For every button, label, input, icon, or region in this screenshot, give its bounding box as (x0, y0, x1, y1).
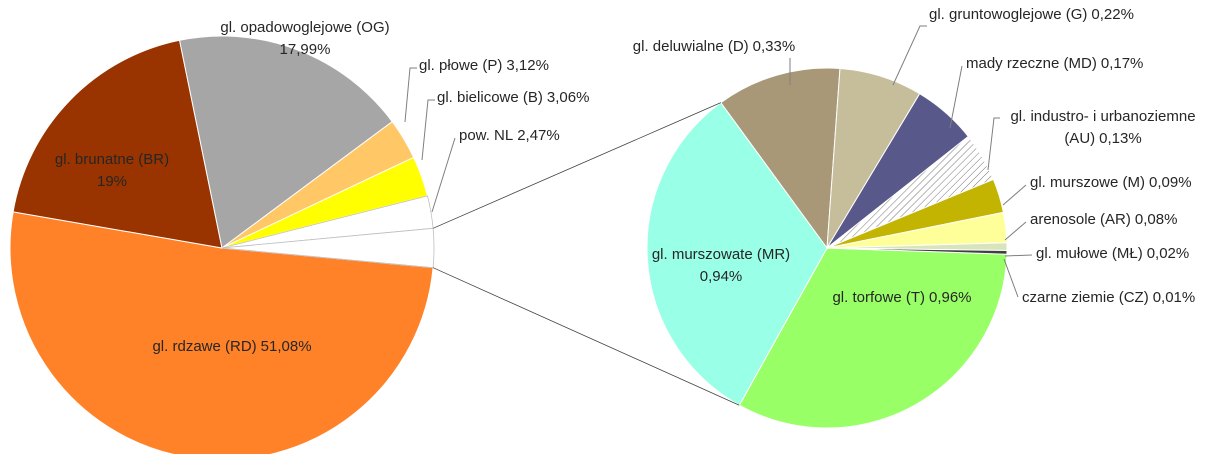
data-label: gl. murszowate (MR) 0,94% (652, 244, 790, 288)
value-label: 0,22% (1091, 6, 1134, 23)
pie-slice (646, 101, 828, 406)
leader-line (421, 99, 435, 161)
category-label: gl. murszowate (MR) (651, 246, 791, 263)
value-label: 2,47% (517, 127, 560, 144)
category-label: gl. opadowoglejowe (OG) (220, 19, 390, 36)
pie-slice (720, 67, 841, 250)
pie-slice (221, 227, 435, 269)
category-label: gl. bielicowe (B) (437, 89, 543, 106)
value-label: 0,33% (752, 38, 796, 55)
value-label: 17,99% (279, 41, 331, 58)
data-label: gl. mułowe (MŁ) 0,02% (1036, 243, 1189, 265)
category-label: gl. industro- i urbanoziemne (AU) (1010, 108, 1196, 147)
data-label: czarne ziemie (CZ) 0,01% (1022, 287, 1195, 309)
data-label: gl. rdzawe (RD) 51,08% (152, 336, 311, 358)
value-label: 0,09% (1149, 174, 1192, 191)
data-label: gl. deluwialne (D) 0,33% (633, 36, 795, 58)
data-label: gl. murszowe (M) 0,09% (1030, 172, 1192, 194)
category-label: gl. torfowe (T) (832, 289, 925, 306)
data-label: gl. brunatne (BR) 19% (55, 149, 169, 193)
connector-line (432, 267, 740, 406)
category-label: gl. murszowe (M) (1030, 174, 1146, 191)
pie-slice (9, 211, 434, 454)
category-label: gl. brunatne (BR) (54, 151, 170, 168)
category-label: pow. NL (459, 127, 514, 144)
data-label: gl. płowe (P) 3,12% (419, 55, 549, 77)
data-label: gl. opadowoglejowe (OG) 17,99% (220, 17, 389, 61)
category-label: gl. mułowe (MŁ) (1036, 245, 1143, 262)
category-label: gl. płowe (P) (419, 57, 503, 74)
leader-line (1002, 184, 1027, 206)
value-label: 19% (96, 173, 128, 190)
data-label: gl. gruntowoglejowe (G) 0,22% (929, 4, 1134, 26)
data-label: pow. NL 2,47% (459, 125, 560, 147)
value-label: 0,17% (1100, 55, 1144, 72)
category-label: czarne ziemie (CZ) (1022, 289, 1149, 306)
value-label: 3,06% (546, 89, 590, 106)
category-label: gl. deluwialne (D) (632, 38, 749, 55)
value-label: 51,08% (260, 338, 312, 355)
pie-slice (738, 247, 1008, 429)
category-label: gl. gruntowoglejowe (G) (929, 6, 1088, 23)
data-label: arenosole (AR) 0,08% (1030, 209, 1177, 231)
value-label: 0,13% (1099, 130, 1142, 147)
pie-slice (826, 247, 1008, 255)
connector-line (432, 102, 722, 229)
category-label: gl. rdzawe (RD) (152, 338, 257, 355)
leader-line (987, 117, 1000, 171)
category-label: mady rzeczne (MD) (966, 55, 1097, 72)
pie-slice (178, 35, 393, 249)
data-label: gl. torfowe (T) 0,96% (832, 287, 971, 309)
leader-line (404, 67, 417, 123)
data-label: gl. industro- i urbanoziemne (AU) 0,13% (996, 106, 1211, 150)
leader-line (1004, 254, 1033, 257)
data-label: gl. bielicowe (B) 3,06% (437, 87, 589, 109)
leader-line (949, 65, 963, 129)
leader-line (1004, 221, 1027, 241)
value-label: 0,08% (1134, 211, 1178, 228)
data-label: mady rzeczne (MD) 0,17% (966, 53, 1143, 75)
value-label: 0,01% (1152, 289, 1196, 306)
value-label: 3,12% (506, 57, 549, 74)
leader-line (892, 25, 927, 86)
value-label: 0,96% (928, 289, 972, 306)
value-label: 0,94% (699, 268, 743, 285)
leader-line (431, 137, 456, 213)
pie-slice (12, 39, 223, 249)
category-label: arenosole (AR) (1030, 211, 1131, 228)
leader-line (1003, 258, 1019, 298)
value-label: 0,02% (1146, 245, 1190, 262)
